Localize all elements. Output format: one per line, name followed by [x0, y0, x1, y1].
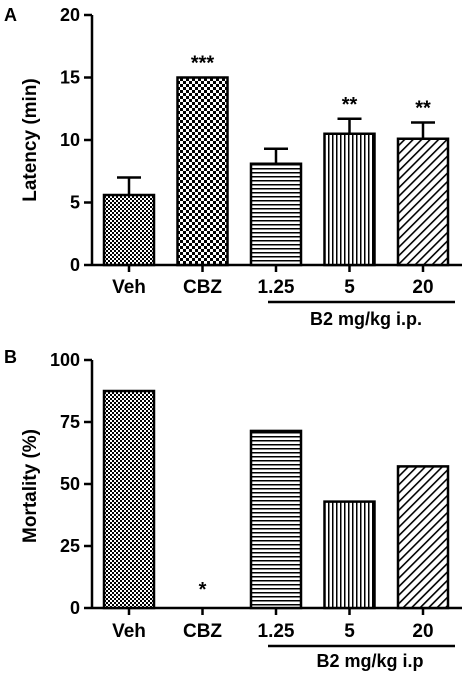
y-tick-label: 0: [70, 598, 80, 618]
x-tick-label: 5: [344, 277, 355, 298]
significance-label: *: [199, 579, 207, 601]
y-tick-label: 100: [50, 350, 80, 370]
y-tick-label: 25: [60, 536, 80, 556]
x-tick-label: CBZ: [183, 621, 222, 642]
x-tick-label: Veh: [112, 621, 146, 642]
significance-label: **: [342, 94, 358, 116]
x-tick-label: 20: [412, 621, 433, 642]
y-tick-label: 50: [60, 474, 80, 494]
bar: [396, 137, 450, 267]
bar: [396, 465, 450, 610]
y-tick-label: 20: [60, 5, 80, 25]
bar: [102, 193, 156, 267]
panel-label: B: [4, 347, 17, 367]
y-tick-label: 75: [60, 412, 80, 432]
x-tick-label: Veh: [112, 277, 146, 298]
bar: [176, 76, 229, 267]
significance-label: ***: [191, 53, 215, 75]
y-tick-label: 5: [70, 193, 80, 213]
y-axis-label: Latency (min): [20, 78, 41, 202]
x-tick-label: CBZ: [183, 277, 222, 298]
group-label: B2 mg/kg i.p.: [310, 309, 422, 329]
bar: [249, 429, 303, 610]
bar: [102, 389, 156, 610]
x-tick-label: 5: [344, 621, 355, 642]
panel-b: B Mortality (%) B2 mg/kg i.p 0 25 50 75 100 V…: [4, 347, 462, 671]
group-label: B2 mg/kg i.p: [316, 651, 423, 671]
panel-a: A Latency (min) B2 mg/kg i.p. 0 5 10 15 20 Ve…: [4, 5, 462, 329]
x-tick-label: 1.25: [258, 277, 295, 298]
bar: [249, 162, 303, 267]
bar: [323, 132, 376, 267]
panel-label: A: [4, 5, 17, 25]
y-tick-label: 15: [60, 68, 80, 88]
significance-label: **: [415, 98, 431, 120]
x-tick-label: 1.25: [258, 621, 295, 642]
y-axis-label: Mortality (%): [20, 429, 41, 543]
y-tick-label: 10: [60, 130, 80, 150]
x-tick-label: 20: [412, 277, 433, 298]
bar: [323, 500, 376, 610]
y-tick-label: 0: [70, 255, 80, 275]
